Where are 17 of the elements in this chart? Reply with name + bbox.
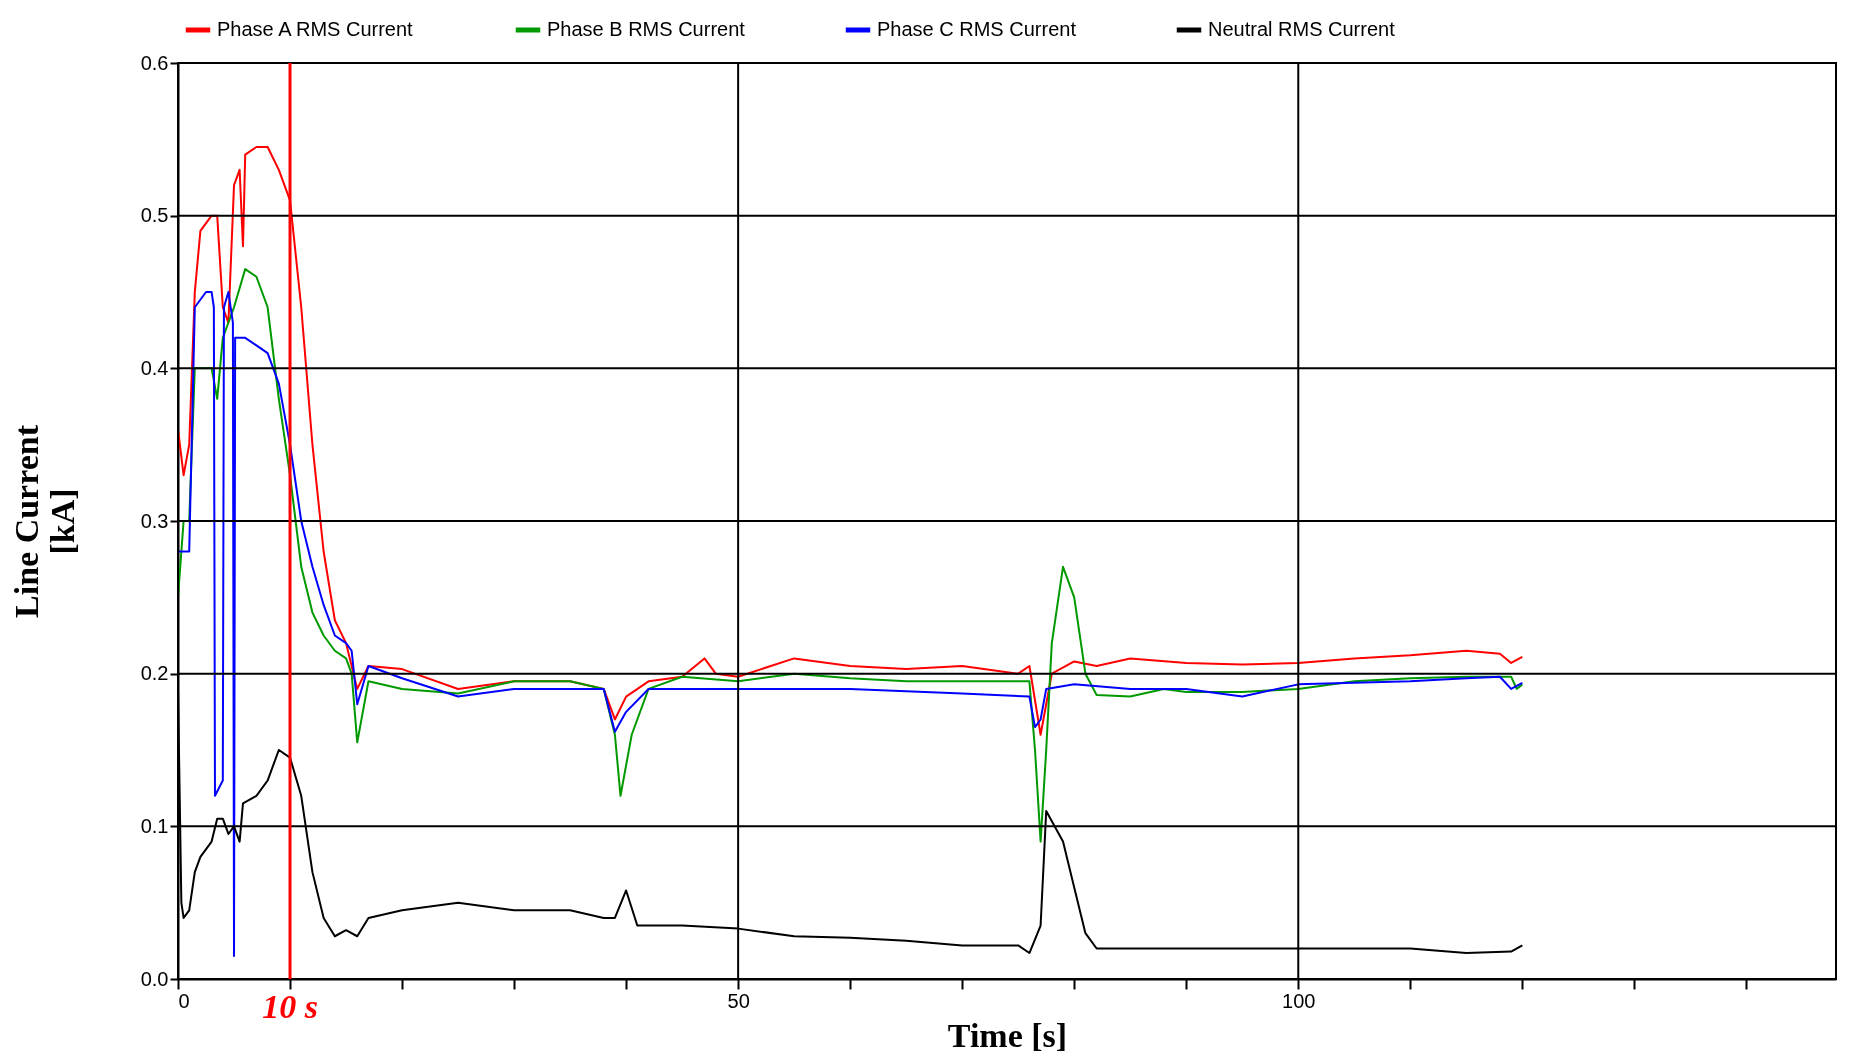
y-tick-label: 0.2 xyxy=(140,662,169,685)
x-tick-label: 0 xyxy=(178,989,190,1012)
legend-label: Phase A RMS Current xyxy=(217,18,414,40)
legend-label: Phase B RMS Current xyxy=(547,18,746,40)
ref-line-label: 10 s xyxy=(262,988,318,1025)
x-axis-title: Time [s] xyxy=(947,1016,1068,1054)
y-tick-label: 0.0 xyxy=(140,967,169,990)
y-tick-label: 0.3 xyxy=(140,509,169,532)
x-tick-label: 50 xyxy=(727,989,750,1012)
y-tick-label: 0.4 xyxy=(140,356,169,379)
y-tick-label: 0.1 xyxy=(140,814,169,837)
legend-label: Neutral RMS Current xyxy=(1208,18,1396,40)
x-tick-label: 100 xyxy=(1282,989,1316,1012)
y-tick-label: 0.5 xyxy=(140,204,169,227)
y-axis-title: Line Current [kA] xyxy=(7,424,81,618)
legend-label: Phase C RMS Current xyxy=(877,18,1077,40)
y-tick-label: 0.6 xyxy=(140,51,169,74)
